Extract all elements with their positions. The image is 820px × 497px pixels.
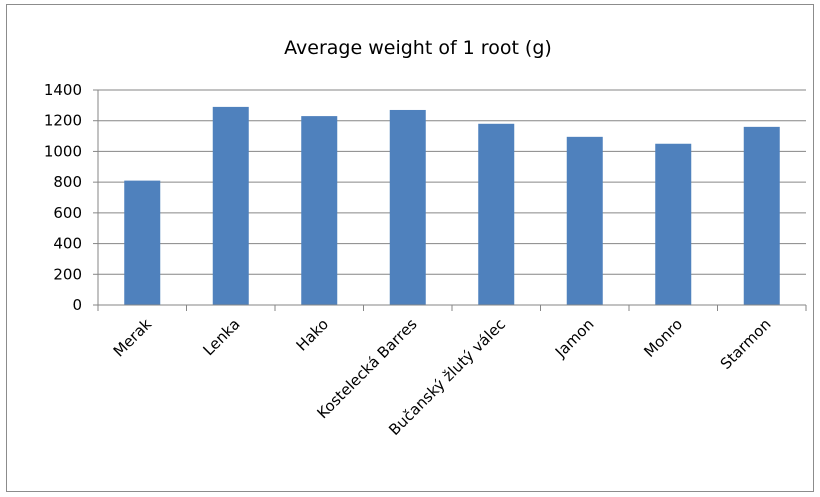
bar xyxy=(566,136,603,305)
gridlines xyxy=(98,89,806,275)
x-tick-label: Lenka xyxy=(199,315,243,359)
x-tick-label: Hako xyxy=(293,315,332,354)
bar xyxy=(478,123,515,306)
bar xyxy=(743,126,780,305)
y-tick-label: 400 xyxy=(53,235,82,253)
x-tick-label: Jamon xyxy=(551,315,598,362)
y-tick-label: 800 xyxy=(53,173,82,191)
bar xyxy=(389,109,426,305)
bar xyxy=(655,143,692,305)
x-tick-label: Starmon xyxy=(717,315,775,373)
bar xyxy=(212,106,249,306)
y-tick-label: 1200 xyxy=(44,112,82,130)
x-tick-label: Monro xyxy=(640,315,686,361)
y-tick-label: 1400 xyxy=(44,81,82,99)
y-tick-labels: 0 200 400 600 800 1000 1200 1400 xyxy=(44,81,82,314)
y-tick-label: 0 xyxy=(72,296,82,314)
chart-title: Average weight of 1 root (g) xyxy=(284,37,552,59)
y-tick-label: 200 xyxy=(53,265,82,283)
axes xyxy=(93,89,807,311)
bar xyxy=(124,180,161,305)
bars xyxy=(124,106,780,306)
y-tick-label: 1000 xyxy=(44,142,82,160)
x-tick-label: Merak xyxy=(110,315,156,361)
y-tick-label: 600 xyxy=(53,204,82,222)
bar xyxy=(301,116,338,305)
